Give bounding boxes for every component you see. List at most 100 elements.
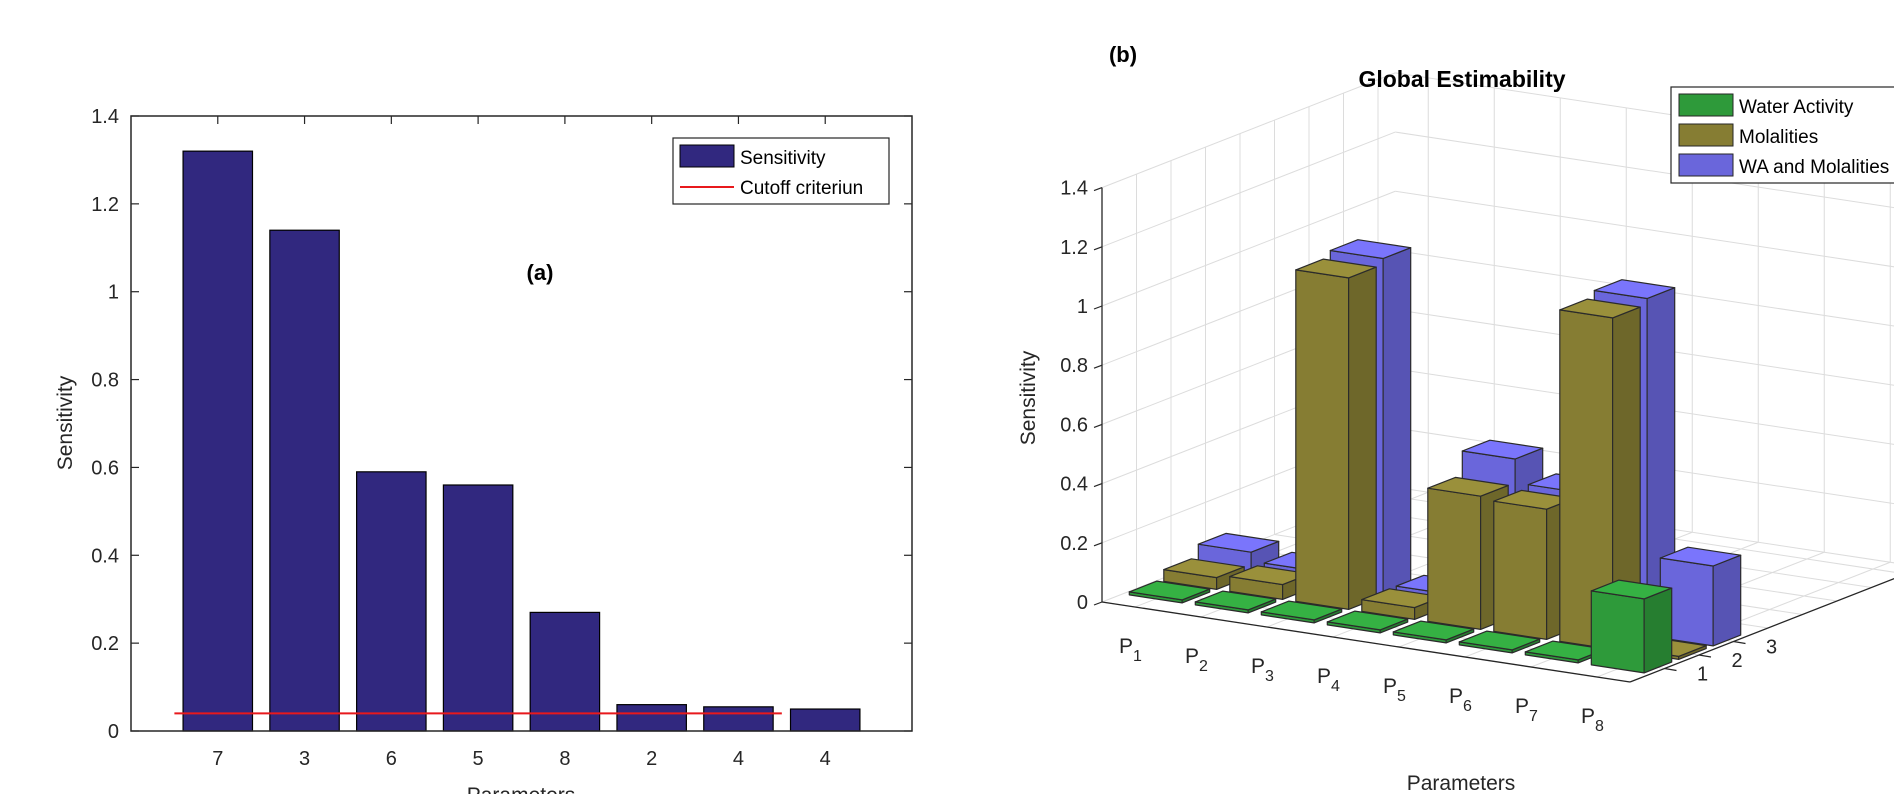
- z-tick: [1093, 246, 1103, 251]
- y-tick-label: 0.4: [91, 545, 119, 567]
- legend-label-wa-and-molalities: WA and Molalities: [1739, 157, 1889, 178]
- bar: [182, 150, 254, 732]
- panel-b-x-axis-label: Parameters: [1407, 772, 1516, 794]
- bar: [1128, 580, 1211, 604]
- x-tick-label: 5: [473, 748, 484, 770]
- x-tick-label: 2: [646, 748, 657, 770]
- y-tick-label: 0.8: [91, 370, 119, 392]
- legend-swatch-sensitivity: [679, 144, 735, 168]
- legend-swatch-water-activity: [1678, 93, 1734, 117]
- panel-a-y-axis-label: Sensitivity: [54, 375, 77, 470]
- z-tick-label: 0.2: [1060, 533, 1088, 555]
- grid-line: [1101, 72, 1396, 189]
- depth-tick-label: 2: [1731, 650, 1742, 672]
- panel-a-bars: [182, 150, 861, 732]
- bar: [269, 229, 340, 732]
- legend-label-sensitivity: Sensitivity: [740, 148, 826, 169]
- bar: [356, 471, 427, 732]
- panel-a-legend: Sensitivity Cutoff criteriun: [672, 137, 890, 205]
- z-tick: [1093, 542, 1103, 547]
- legend-label-water-activity: Water Activity: [1739, 97, 1854, 118]
- panel-b-title: Global Estimability: [1358, 66, 1565, 92]
- legend-label-molalities: Molalities: [1739, 127, 1818, 148]
- axis-line: [1629, 577, 1894, 683]
- x-tick-label: P6: [1449, 685, 1472, 715]
- bar: [442, 484, 514, 732]
- z-tick: [1093, 483, 1103, 488]
- grid-line: [1101, 190, 1396, 307]
- legend-swatch-wa-and-molalities: [1678, 153, 1734, 177]
- bar: [1392, 620, 1475, 644]
- legend-label-cutoff: Cutoff criteriun: [740, 178, 863, 199]
- y-tick-label: 0.2: [91, 633, 119, 655]
- bar: [1326, 610, 1409, 634]
- bar: [1260, 600, 1343, 624]
- panel-a-label: (a): [527, 260, 554, 285]
- y-tick-label: 1.2: [91, 194, 119, 216]
- x-tick-label: P2: [1185, 645, 1208, 675]
- x-tick-label: P4: [1317, 665, 1340, 695]
- x-tick-label: 4: [820, 748, 831, 770]
- z-tick: [1093, 423, 1103, 428]
- bar: [1590, 579, 1673, 674]
- bar: [1295, 258, 1377, 611]
- depth-tick: [1698, 654, 1712, 658]
- bar: [1659, 546, 1742, 647]
- z-tick: [1093, 305, 1103, 310]
- depth-tick-label: 1: [1697, 664, 1708, 686]
- z-tick-label: 0.4: [1060, 474, 1088, 496]
- x-tick-label: 4: [733, 748, 744, 770]
- y-tick-label: 1.4: [91, 106, 119, 128]
- bar: [703, 706, 774, 732]
- x-tick-label: P5: [1383, 675, 1406, 705]
- panel-b-label: (b): [1109, 42, 1137, 67]
- z-tick-label: 1.4: [1060, 178, 1088, 200]
- z-tick: [1093, 364, 1103, 369]
- panel-a-axes-box: [130, 115, 913, 732]
- x-tick-label: P3: [1251, 655, 1274, 685]
- x-tick-label: 8: [559, 748, 570, 770]
- depth-tick: [1664, 667, 1677, 672]
- bar: [1194, 590, 1277, 614]
- panel-b-y-axis-label: Sensitivity: [1017, 350, 1040, 445]
- grid-line: [1395, 190, 1894, 268]
- z-tick-label: 0.6: [1060, 414, 1088, 436]
- z-tick-label: 1.2: [1060, 237, 1088, 259]
- panel-b-depth-tick-labels: 1 2 3: [1697, 637, 1777, 686]
- bar: [616, 704, 687, 732]
- bar: [1458, 630, 1541, 654]
- panel-b-global-estimability-chart: 0 0.2 0.4 0.6 0.8 1 1.2 1.4 P1 P2 P3 P4 P5 P6 P7 P8 1 2…: [1017, 42, 1894, 794]
- z-tick: [1093, 187, 1103, 192]
- z-tick: [1093, 601, 1103, 606]
- grid-line: [1101, 131, 1396, 248]
- panel-a-x-axis-label: Parameters: [467, 784, 576, 794]
- x-tick-label: P1: [1119, 635, 1142, 665]
- axis-line: [1101, 601, 1631, 683]
- panel-b-z-tick-labels: 0 0.2 0.4 0.6 0.8 1 1.2 1.4: [1060, 178, 1088, 614]
- panel-a-sensitivity-chart: 7 3 6 5 8 2 4 4 0 0.2 0.4 0.6 0.8 1 1.2 1.4 (a) Sensit…: [54, 106, 913, 794]
- z-tick-label: 0.8: [1060, 355, 1088, 377]
- panel-b-x-tick-labels: P1 P2 P3 P4 P5 P6 P7 P8: [1119, 635, 1604, 735]
- x-tick-label: P8: [1581, 705, 1604, 735]
- x-tick-label: P7: [1515, 695, 1538, 725]
- x-tick-label: 3: [299, 748, 310, 770]
- z-tick-label: 1: [1077, 296, 1088, 318]
- depth-tick: [1733, 640, 1746, 645]
- panel-a-y-tick-labels: 0 0.2 0.4 0.6 0.8 1 1.2 1.4: [91, 106, 119, 743]
- panel-a-x-tick-labels: 7 3 6 5 8 2 4 4: [212, 748, 831, 770]
- bar: [789, 708, 861, 732]
- panel-b-legend: Water Activity Molalities WA and Molalit…: [1670, 86, 1894, 184]
- y-tick-label: 0.6: [91, 457, 119, 479]
- bar: [529, 611, 601, 732]
- z-tick-label: 0: [1077, 592, 1088, 614]
- x-tick-label: 6: [386, 748, 397, 770]
- panel-b-bars: [1128, 239, 1742, 674]
- grid-line: [1395, 131, 1894, 209]
- panel-b-axes: [1093, 187, 1894, 683]
- x-tick-label: 7: [212, 748, 223, 770]
- y-tick-label: 1: [108, 282, 119, 304]
- depth-tick-label: 3: [1766, 637, 1777, 659]
- y-tick-label: 0: [108, 721, 119, 743]
- legend-swatch-molalities: [1678, 123, 1734, 147]
